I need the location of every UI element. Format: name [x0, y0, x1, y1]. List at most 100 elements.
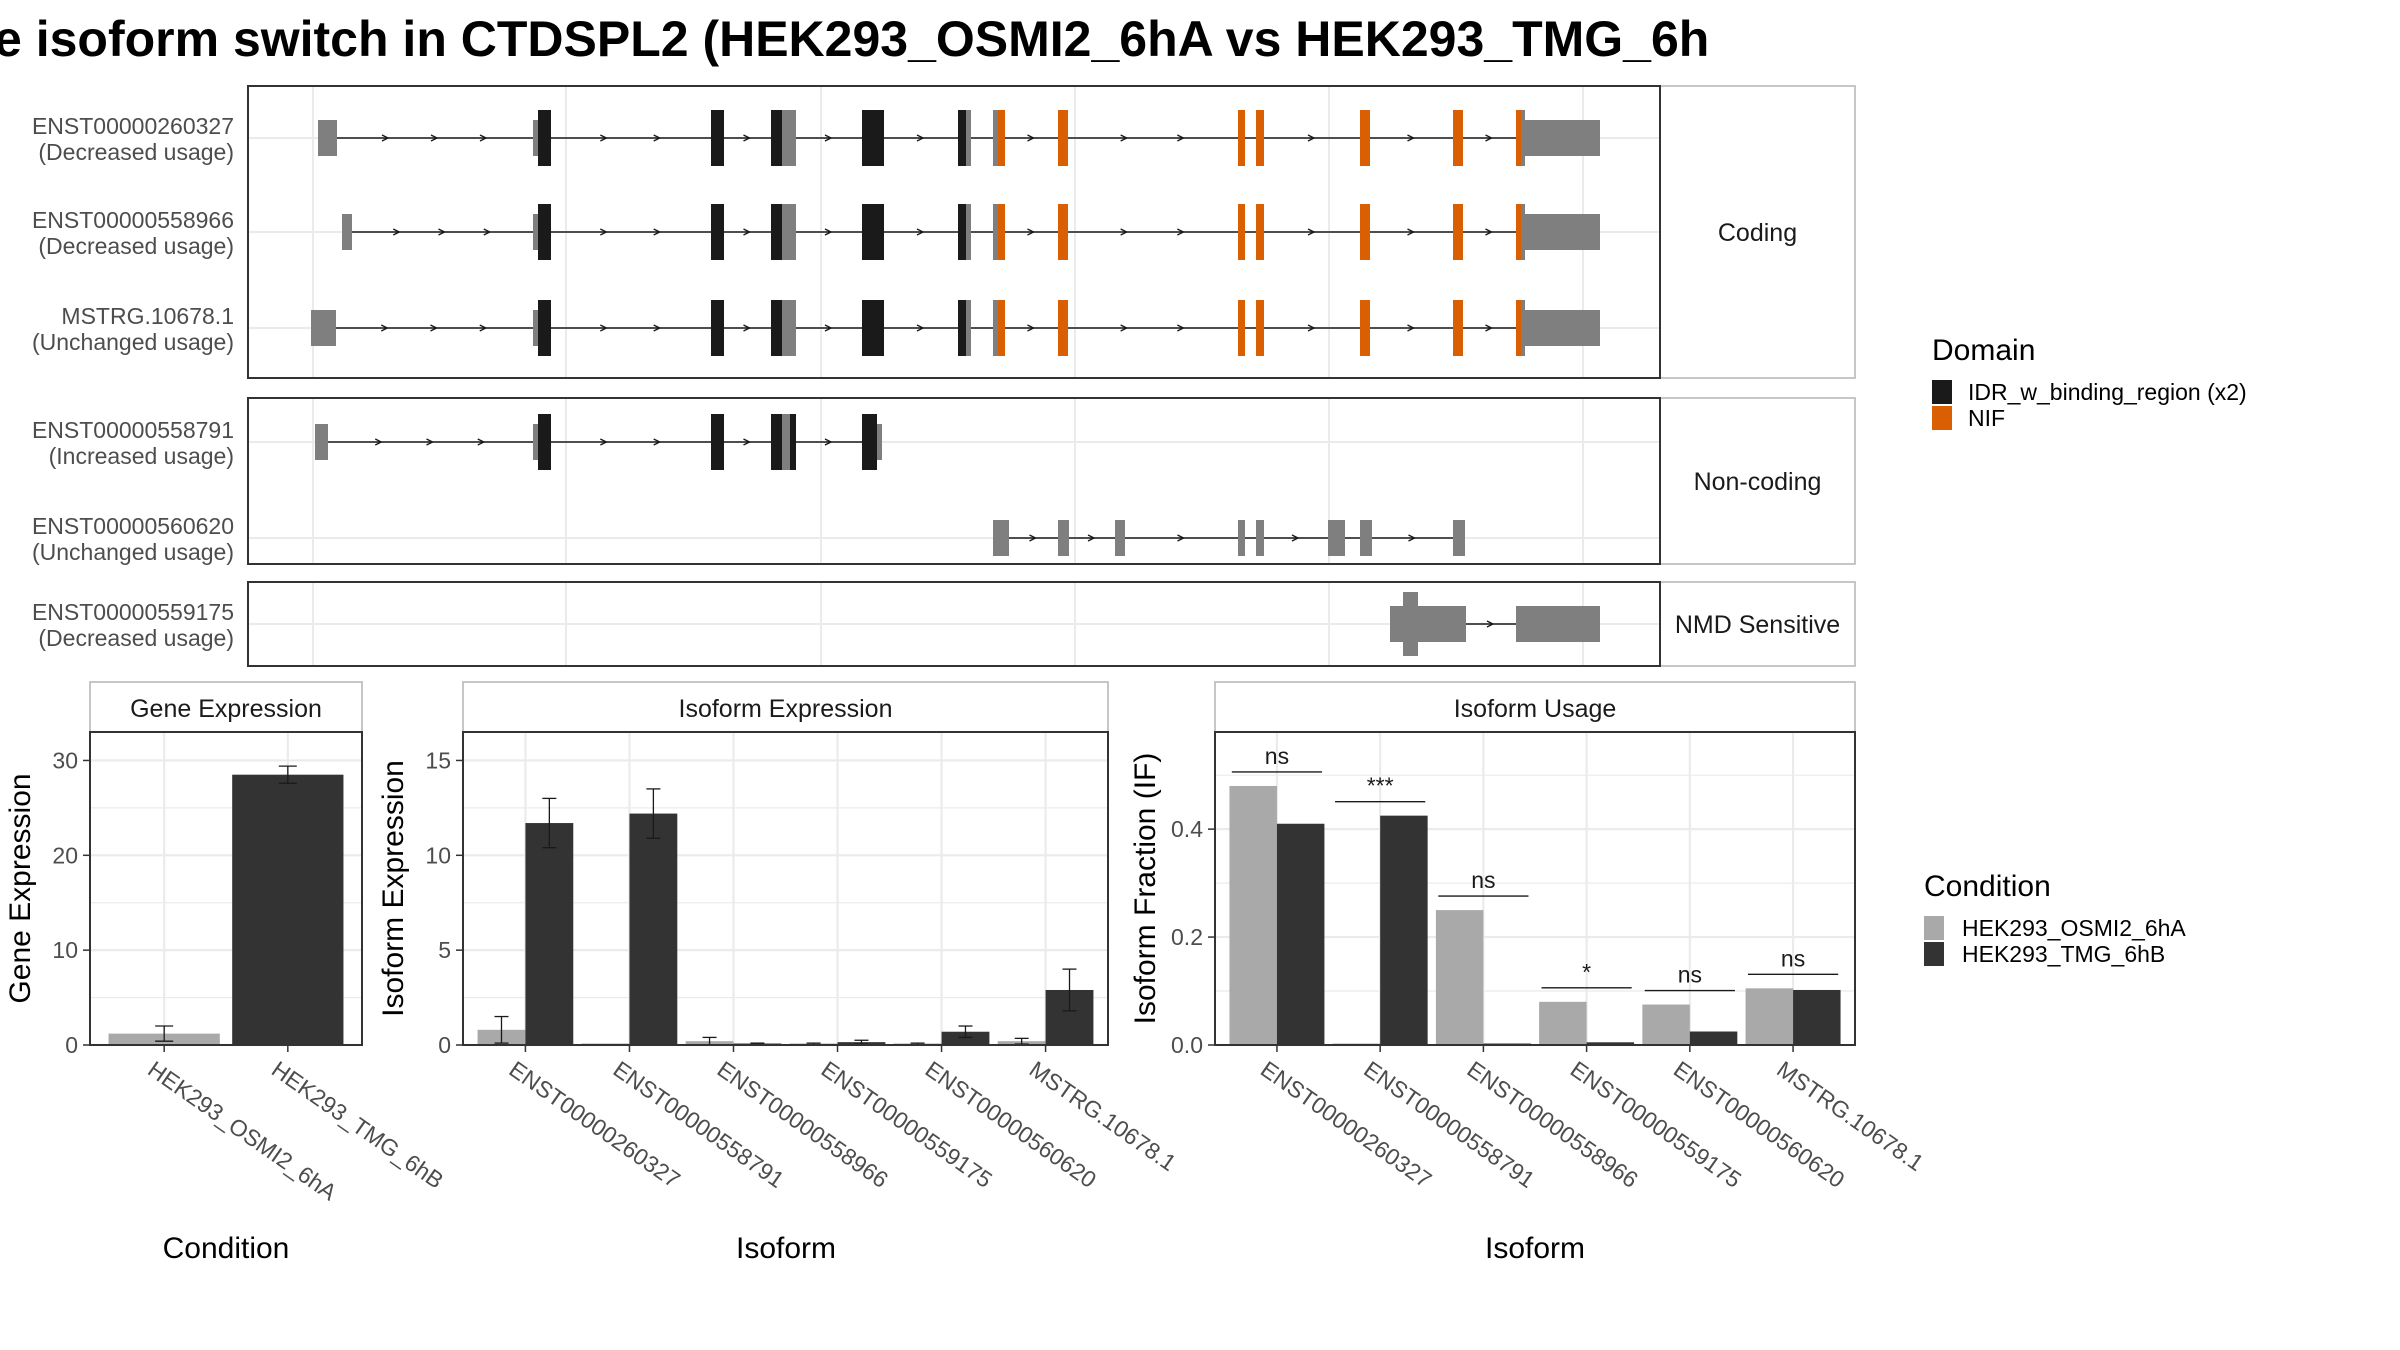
- direction-arrow: [653, 228, 662, 236]
- direction-arrow: [1407, 228, 1416, 236]
- direction-arrow: [430, 324, 439, 332]
- isoform-track: [1390, 592, 1600, 656]
- direction-arrow: [824, 228, 833, 236]
- exon-utr: [1521, 110, 1525, 166]
- x-axis-title: Isoform: [1485, 1232, 1585, 1265]
- direction-arrow: [1177, 324, 1185, 332]
- exon-nif-domain: [1238, 110, 1245, 166]
- x-tick-label: ENST00000558966: [713, 1056, 893, 1193]
- panel-title: Gene Expression: [130, 695, 322, 723]
- isoform-track: [342, 204, 1600, 260]
- exon-utr: [318, 120, 337, 156]
- exon-idr-domain: [771, 110, 782, 166]
- exon-nif-domain: [1360, 110, 1370, 166]
- direction-arrow: [1408, 534, 1417, 542]
- bar-cond-b: [1689, 1031, 1738, 1045]
- direction-arrow: [1485, 324, 1494, 332]
- exon-idr-domain: [771, 204, 782, 260]
- exon-utr: [533, 424, 538, 460]
- bar-cond-b: [1586, 1042, 1635, 1045]
- y-tick-label: 0.0: [1171, 1032, 1203, 1058]
- facet-strip: [1659, 85, 1856, 379]
- direction-arrow: [824, 324, 833, 332]
- direction-arrow: [653, 438, 662, 446]
- bar-chart-panels: Gene Expression0102030HEK293_OSMI2_6hAHE…: [4, 681, 1928, 1265]
- direction-arrow: [1307, 134, 1316, 142]
- exon-nif-domain: [1453, 300, 1463, 356]
- exon-nif-domain: [1453, 204, 1463, 260]
- isoform-name-label: ENST00000560620: [32, 513, 234, 539]
- exon-utr: [966, 300, 971, 356]
- exon-utr: [1521, 204, 1525, 260]
- exon-idr-domain: [862, 110, 884, 166]
- condition-legend-label-a: HEK293_OSMI2_6hA: [1962, 915, 2186, 941]
- exon-utr: [1418, 606, 1466, 642]
- direction-arrow: [916, 134, 925, 142]
- direction-arrow: [1307, 228, 1316, 236]
- exon-nif-domain: [998, 300, 1005, 356]
- exon-nif-domain: [1238, 204, 1245, 260]
- bar-cond-b: [1793, 989, 1841, 1045]
- exon-nif-domain: [1360, 300, 1370, 356]
- isoform-usage-label: (Unchanged usage): [32, 329, 234, 355]
- exon-idr-domain: [538, 300, 551, 356]
- y-tick-label: 10: [52, 937, 78, 963]
- direction-arrow: [1485, 228, 1494, 236]
- condition-legend: Condition HEK293_OSMI2_6hA HEK293_TMG_6h…: [1924, 870, 2186, 967]
- exon-utr: [993, 204, 998, 260]
- y-tick-label: 15: [425, 747, 451, 773]
- direction-arrow: [743, 438, 752, 446]
- isoform-usage-label: (Increased usage): [49, 443, 234, 469]
- isoform-usage-label: (Decreased usage): [38, 625, 234, 651]
- isoform-usage-label: (Unchanged usage): [32, 539, 234, 565]
- direction-arrow: [1307, 324, 1316, 332]
- significance-label: ns: [1678, 962, 1702, 988]
- facet-strip-label: Non-coding: [1694, 468, 1822, 496]
- direction-arrow: [824, 438, 833, 446]
- direction-arrow: [600, 438, 608, 446]
- condition-legend-swatch-b: [1924, 942, 1944, 966]
- direction-arrow: [743, 228, 752, 236]
- exon-idr-domain: [958, 204, 966, 260]
- domain-legend-swatch-nif: [1932, 406, 1952, 430]
- isoform-usage-label: (Decreased usage): [38, 139, 234, 165]
- direction-arrow: [477, 438, 486, 446]
- direction-arrow: [479, 134, 488, 142]
- exon-utr: [342, 214, 352, 250]
- facet-strip: [462, 681, 1109, 733]
- direction-arrow: [1027, 228, 1036, 236]
- isoform-name-label: ENST00000559175: [32, 599, 234, 625]
- exon-idr-domain: [538, 110, 551, 166]
- bar-cond-b: [941, 1031, 990, 1045]
- facet-strip: [1659, 397, 1856, 565]
- exon-nif-domain: [1058, 110, 1068, 166]
- exon-utr: [993, 300, 998, 356]
- direction-arrow: [743, 134, 752, 142]
- exon-utr: [1525, 120, 1600, 156]
- x-tick-label: ENST00000560620: [1669, 1056, 1849, 1193]
- direction-arrow: [1029, 534, 1038, 542]
- exon-utr: [966, 204, 971, 260]
- exon-nif-domain: [998, 110, 1005, 166]
- exon-utr: [1525, 214, 1600, 250]
- direction-arrow: [1027, 134, 1036, 142]
- exon-utr: [1238, 520, 1245, 556]
- chart-panel-border: [462, 731, 1109, 1046]
- x-tick-label: ENST00000559175: [1566, 1056, 1746, 1193]
- exon-utr: [782, 300, 796, 356]
- bar-cond-b: [232, 774, 344, 1045]
- exon-utr: [782, 414, 790, 470]
- condition-legend-swatch-a: [1924, 916, 1944, 940]
- y-tick-label: 0: [438, 1032, 451, 1058]
- domain-legend-swatch-idr: [1932, 380, 1952, 404]
- figure-title: e isoform switch in CTDSPL2 (HEK293_OSMI…: [0, 11, 1709, 67]
- direction-arrow: [374, 438, 383, 446]
- exon-utr: [315, 424, 328, 460]
- exon-idr-domain: [958, 110, 966, 166]
- facet-strip-label: NMD Sensitive: [1675, 611, 1840, 639]
- bar-cond-a: [1539, 1001, 1587, 1045]
- exon-utr: [533, 120, 538, 156]
- exon-utr: [1058, 520, 1069, 556]
- exon-utr: [993, 110, 998, 166]
- domain-legend: Domain IDR_w_binding_region (x2) NIF: [1932, 334, 2247, 431]
